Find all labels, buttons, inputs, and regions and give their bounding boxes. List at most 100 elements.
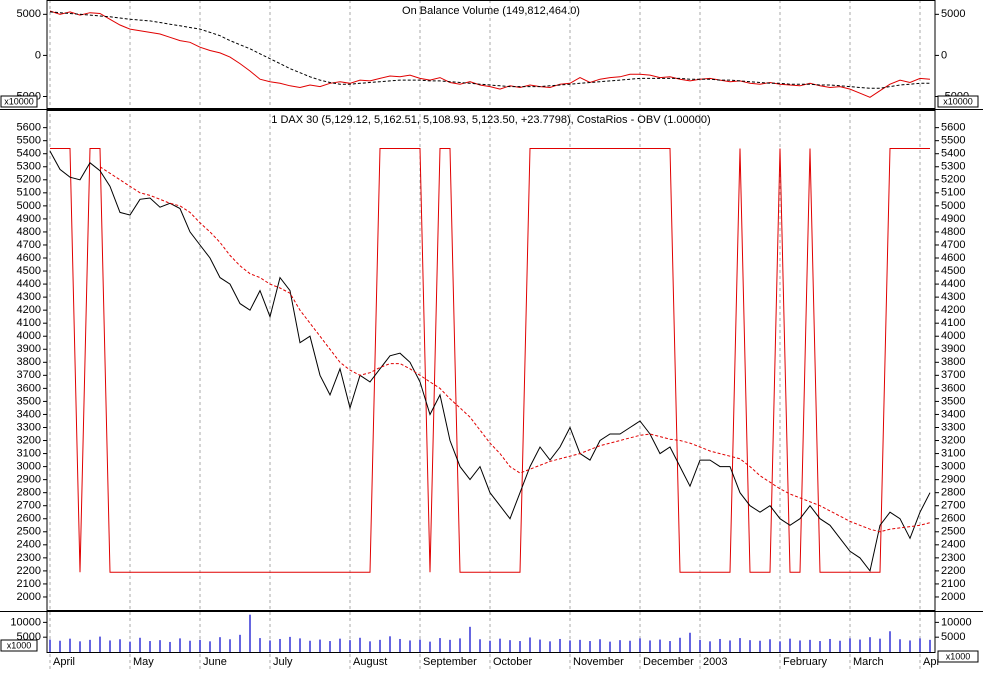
y-tick-label: 2700 [941,500,965,512]
y-tick-label: 2500 [17,526,41,538]
x-tick-label: April [53,656,75,668]
x-tick-label: December [643,656,694,668]
y-tick-label: 5100 [17,187,41,199]
y-tick-label: 5500 [941,135,965,147]
y-tick-label: 3100 [941,447,965,459]
y-tick-label: 4900 [17,213,41,225]
unit-box [0,95,38,108]
y-tick-label: 4300 [941,291,965,303]
y-tick-label: 3400 [941,408,965,420]
unit-label: x10000 [4,96,34,106]
y-tick-label: 2900 [17,474,41,486]
y-tick-label: 5000 [941,8,965,20]
y-tick-label: 2400 [941,539,965,551]
y-tick-label: 2200 [941,565,965,577]
y-tick-label: 2200 [17,565,41,577]
y-tick-label: 5200 [941,174,965,186]
y-tick-label: 3900 [17,343,41,355]
y-tick-label: 3600 [17,382,41,394]
y-tick-label: 4800 [17,226,41,238]
y-tick-label: 5100 [941,187,965,199]
y-tick-label: 2800 [941,487,965,499]
y-tick-label: 3700 [17,369,41,381]
y-tick-label: 4600 [941,252,965,264]
plots [49,10,931,652]
unit-label: x1000 [946,651,971,661]
y-tick-label: 4100 [17,317,41,329]
y-tick-label: 2800 [17,487,41,499]
y-tick-label: 3300 [17,421,41,433]
y-tick-label: 4700 [941,239,965,251]
unit-box [0,639,38,652]
y-tick-label: 10000 [10,616,41,628]
obv-title: On Balance Volume (149,812,464.0) [402,5,580,17]
y-tick-label: 3600 [941,382,965,394]
y-tick-label: 3800 [941,356,965,368]
y-tick-label: 4900 [941,213,965,225]
y-tick-label: 5300 [17,161,41,173]
y-tick-label: 5200 [17,174,41,186]
y-tick-label: 10000 [941,616,972,628]
y-tick-label: 2000 [17,591,41,603]
y-tick-label: 3900 [941,343,965,355]
y-tick-label: 3700 [941,369,965,381]
x-tick-label: 2003 [703,656,727,668]
y-tick-label: 3400 [17,408,41,420]
y-tick-label: 4500 [941,265,965,277]
y-tick-label: 2300 [17,552,41,564]
series-line [99,166,931,533]
y-tick-label: 2900 [941,474,965,486]
y-tick-label: 2000 [941,591,965,603]
y-tick-label: 4000 [941,330,965,342]
y-tick-label: 3500 [941,395,965,407]
y-tick-label: 3300 [941,421,965,433]
y-tick-label: 4700 [17,239,41,251]
y-tick-label: 0 [941,49,947,61]
y-tick-label: 2600 [17,513,41,525]
unit-label: x10000 [943,96,973,106]
y-tick-label: 3200 [17,434,41,446]
x-tick-label: November [573,656,624,668]
y-tick-label: 4000 [17,330,41,342]
y-tick-label: 2600 [941,513,965,525]
y-tick-label: 5500 [17,135,41,147]
y-tick-label: 5000 [17,200,41,212]
unit-label: x1000 [7,640,32,650]
y-tick-label: 4200 [17,304,41,316]
y-tick-label: 0 [35,49,41,61]
y-tick-label: 3000 [941,461,965,473]
x-tick-label: August [353,656,387,668]
y-tick-label: 5400 [17,148,41,160]
y-tick-label: 2100 [17,578,41,590]
labels: April May June July August September October No… [10,8,971,668]
price-panel-frame [46,110,936,611]
y-tick-label: 3500 [17,395,41,407]
x-tick-label: May [133,656,154,668]
y-tick-label: 4500 [17,265,41,277]
series-line [49,150,931,573]
y-tick-label: 3100 [17,447,41,459]
month-grid [49,0,921,670]
y-tick-label: 5600 [941,122,965,134]
y-tick-label: 2700 [17,500,41,512]
x-tick-label: July [273,656,293,668]
y-tick-label: 5400 [941,148,965,160]
x-tick-label: March [853,656,884,668]
y-tick-label: 2500 [941,526,965,538]
series-line [49,11,930,89]
y-tick-label: 4200 [941,304,965,316]
y-tick-label: 3200 [941,434,965,446]
y-tick-label: 3800 [17,356,41,368]
obv-panel-frame [46,0,936,109]
y-tick-label: 5000 [17,8,41,20]
x-tick-label: June [203,656,227,668]
y-tick-label: 3000 [17,461,41,473]
y-tick-label: 2400 [17,539,41,551]
series-line [50,148,930,573]
unit-box [937,650,979,663]
y-tick-label: 4300 [17,291,41,303]
y-tick-label: 5000 [941,631,965,643]
y-tick-label: 2300 [941,552,965,564]
